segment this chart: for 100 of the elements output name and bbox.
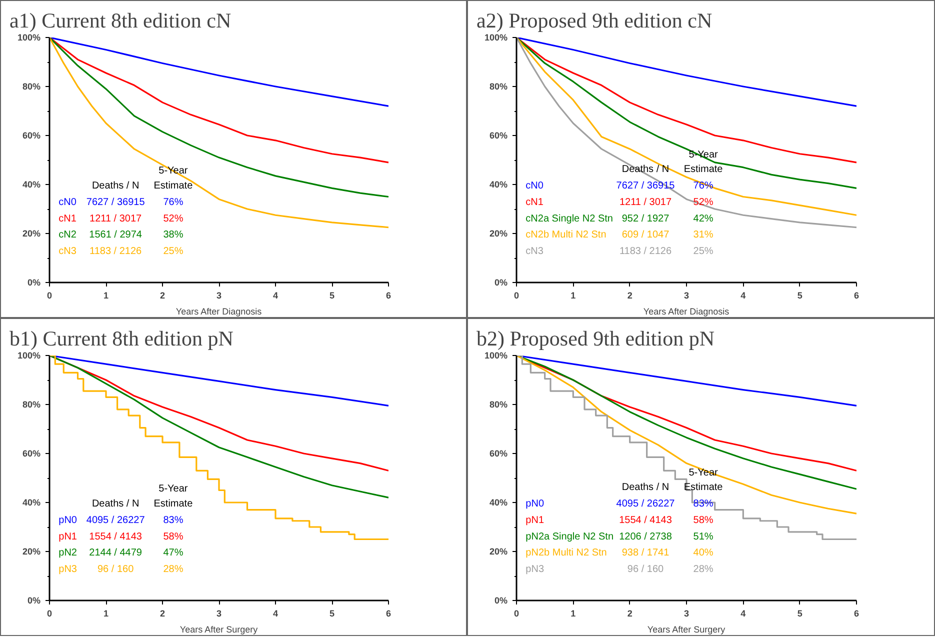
annotation: 40% (693, 548, 714, 559)
annotation: 25% (163, 246, 184, 258)
annotation: 76% (163, 196, 184, 208)
y-tick-label: 0% (27, 278, 41, 288)
x-tick-label: 6 (854, 290, 860, 300)
annotation: 38% (163, 230, 184, 241)
annotation: 1554 / 4143 (619, 514, 672, 526)
line-series (50, 356, 388, 498)
annotation: Deaths / N (92, 498, 140, 510)
annotation: 4095 / 26227 (86, 514, 146, 526)
annotation: 1206 / 2738 (619, 531, 672, 542)
text: cN1 (58, 213, 77, 224)
annotation: 52% (163, 213, 184, 224)
annotation: 609 / 1047 (622, 230, 670, 241)
y-tick-label: 0% (494, 596, 508, 606)
line-series (50, 38, 388, 107)
annotation: 1211 / 3017 (619, 196, 672, 208)
text: pN0 (526, 498, 544, 510)
annotation: 28% (163, 564, 184, 576)
x-tick-label: 3 (684, 608, 690, 618)
annotation: 52% (693, 196, 714, 208)
line-series (516, 38, 856, 189)
x-tick-label: 0 (514, 608, 520, 618)
y-tick-label: 80% (489, 82, 508, 92)
x-tick-label: 4 (272, 290, 278, 300)
text: pN1 (58, 531, 78, 542)
y-tick-label: 20% (22, 546, 40, 556)
x-tick-label: 1 (570, 290, 576, 300)
x-tick-label: 4 (272, 608, 278, 618)
annotation: Deaths / N (92, 180, 140, 192)
text: cN2 (58, 230, 77, 241)
annotation: 83% (163, 514, 184, 526)
x-tick-label: 3 (216, 608, 222, 618)
text: cN1 (526, 196, 544, 208)
annotation: 47% (163, 548, 184, 559)
annotation: Deaths / N (622, 164, 670, 176)
line-series (50, 38, 388, 228)
x-tick-label: 2 (627, 290, 632, 300)
chart-title: a1) Current 8th edition cN (10, 8, 232, 32)
x-tick-label: 1 (103, 290, 109, 300)
x-tick-label: 2 (160, 608, 166, 618)
annotation: 5-Year Estimate (154, 484, 194, 510)
text: pN3 (58, 564, 78, 576)
x-axis-title: Years After Diagnosis (643, 306, 730, 316)
y-tick-label: 80% (489, 400, 508, 410)
line-series (50, 38, 388, 164)
y-tick-label: 100% (17, 32, 41, 42)
text: pN0 (58, 514, 78, 526)
x-tick-label: 5 (329, 608, 335, 618)
text: pN2b Multi N2 Stn (526, 548, 607, 559)
x-tick-label: 5 (797, 290, 802, 300)
chart-title: a2) Proposed 9th edition cN (476, 8, 712, 32)
y-tick-label: 100% (484, 32, 508, 42)
annotation: 58% (693, 514, 714, 526)
x-tick-label: 2 (627, 608, 632, 618)
x-tick-label: 3 (216, 290, 222, 300)
x-tick-label: 0 (46, 290, 52, 300)
y-tick-label: 80% (22, 82, 40, 92)
y-tick-label: 60% (22, 130, 40, 140)
x-tick-label: 4 (740, 608, 746, 618)
annotation: 7627 / 36915 (86, 196, 146, 208)
x-tick-label: 0 (514, 290, 520, 300)
annotation: 4095 / 26227 (616, 498, 676, 510)
annotation: 938 / 1741 (622, 548, 670, 559)
text: cN2b Multi N2 Stn (526, 230, 606, 241)
y-tick-label: 60% (22, 448, 40, 458)
text: cN3 (526, 246, 544, 258)
x-tick-label: 6 (386, 608, 392, 618)
annotation: 31% (693, 230, 714, 241)
y-tick-label: 60% (489, 130, 508, 140)
annotation: 952 / 1927 (622, 213, 670, 224)
text: cN3 (58, 246, 77, 258)
annotation: 96 / 160 (98, 564, 134, 576)
chart-title: b1) Current 8th edition pN (10, 326, 234, 350)
line-series (50, 38, 388, 198)
y-tick-label: 40% (22, 180, 40, 190)
annotation: 83% (693, 498, 714, 510)
y-tick-label: 20% (489, 546, 508, 556)
x-tick-label: 2 (160, 290, 166, 300)
y-tick-label: 0% (27, 596, 41, 606)
y-tick-label: 80% (22, 400, 40, 410)
y-tick-label: 60% (489, 448, 508, 458)
text: cN0 (58, 196, 77, 208)
text: pN1 (526, 514, 544, 526)
chart-title: b2) Proposed 9th edition pN (476, 326, 714, 350)
y-tick-label: 0% (494, 278, 508, 288)
y-tick-label: 100% (17, 350, 41, 360)
x-tick-label: 3 (684, 290, 690, 300)
y-tick-label: 40% (22, 498, 40, 508)
x-tick-label: 5 (329, 290, 335, 300)
annotation: 76% (693, 180, 714, 192)
x-tick-label: 6 (854, 608, 860, 618)
x-axis-title: Years After Surgery (180, 624, 258, 634)
annotation: 25% (693, 246, 714, 258)
annotation: 96 / 160 (627, 564, 664, 576)
annotation: 1561 / 2974 (89, 230, 142, 241)
x-tick-label: 6 (386, 290, 392, 300)
text: cN2a Single N2 Stn (526, 213, 613, 224)
y-tick-label: 100% (484, 350, 508, 360)
annotation: 1183 / 2126 (90, 246, 142, 258)
